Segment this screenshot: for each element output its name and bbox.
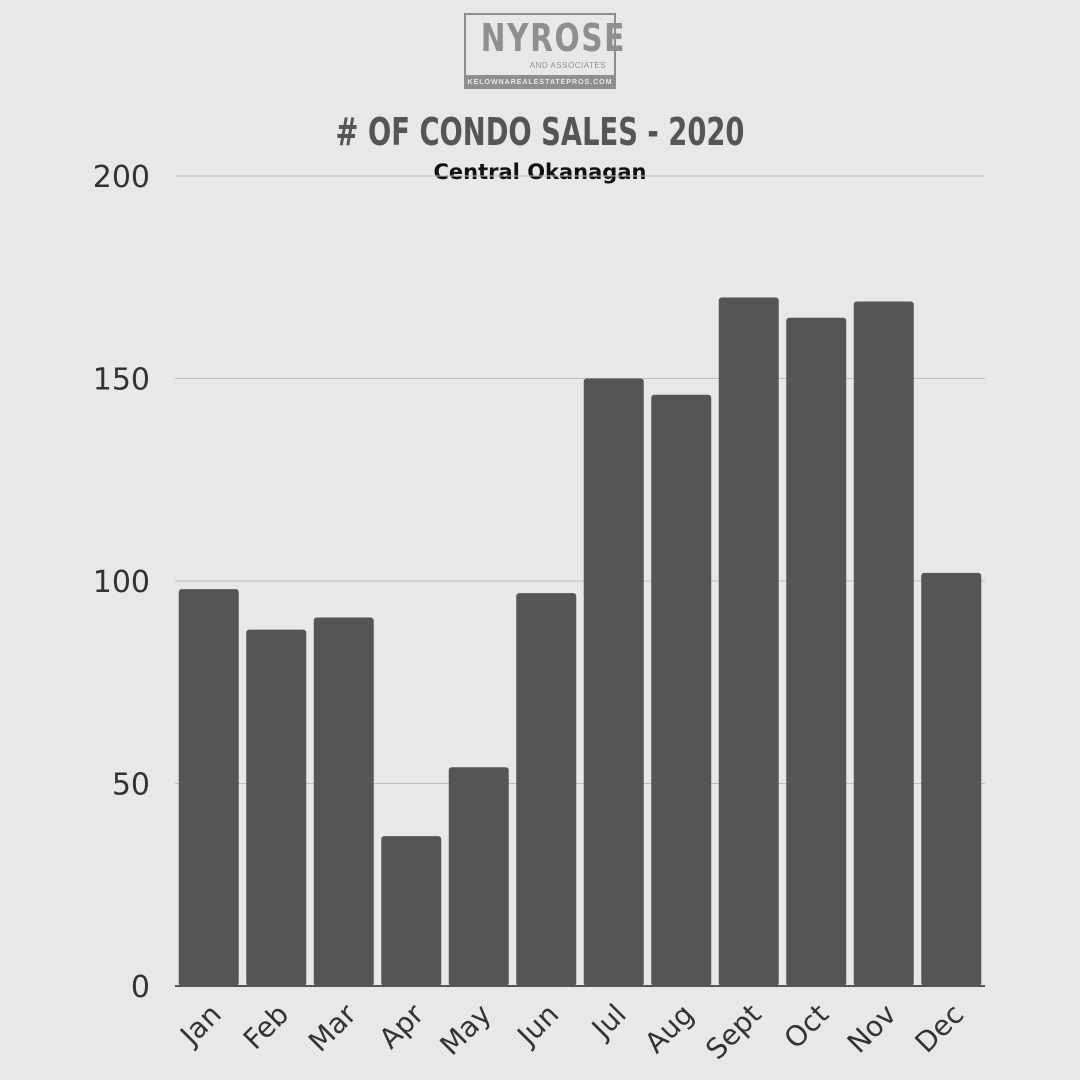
x-tick-label: Sept — [699, 998, 767, 1066]
x-tick-label: Jun — [510, 998, 566, 1054]
x-tick-label: Aug — [638, 998, 700, 1060]
brand-logo: NYROSE AND ASSOCIATES KELOWNAREALESTATEP… — [464, 13, 624, 91]
bar-mar — [313, 617, 374, 986]
x-tick-label: Feb — [237, 998, 295, 1056]
y-tick-label: 100 — [93, 565, 150, 600]
chart-subtitle: Central Okanagan — [433, 160, 647, 184]
x-tick-label: Mar — [302, 997, 363, 1058]
bar-oct — [786, 317, 847, 986]
y-tick-label: 150 — [93, 363, 150, 398]
bar-nov — [853, 301, 914, 986]
bar-feb — [246, 629, 307, 986]
bar-aug — [651, 394, 712, 986]
chart-title: # OF CONDO SALES - 2020 — [335, 110, 745, 154]
bar-sept — [718, 297, 779, 986]
x-tick-label: Nov — [841, 998, 903, 1060]
bar-jan — [178, 589, 239, 986]
bar-may — [448, 767, 509, 986]
x-tick-label: Dec — [909, 998, 971, 1060]
logo-frame — [464, 13, 616, 77]
logo-url: KELOWNAREALESTATEPROS.COM — [464, 77, 616, 89]
y-tick-label: 200 — [93, 160, 150, 195]
bar-jun — [516, 593, 577, 986]
x-tick-label: Oct — [778, 998, 836, 1056]
x-tick-label: Jul — [584, 998, 633, 1047]
logo-tagline: AND ASSOCIATES — [529, 61, 606, 70]
y-tick-label: 0 — [131, 970, 150, 1005]
bar-apr — [381, 836, 442, 986]
y-tick-label: 50 — [112, 768, 150, 803]
x-tick-label: Apr — [373, 997, 431, 1055]
bar-jul — [583, 378, 644, 986]
x-tick-label: May — [433, 998, 497, 1062]
bar-dec — [921, 572, 982, 986]
x-tick-label: Jan — [172, 998, 227, 1053]
